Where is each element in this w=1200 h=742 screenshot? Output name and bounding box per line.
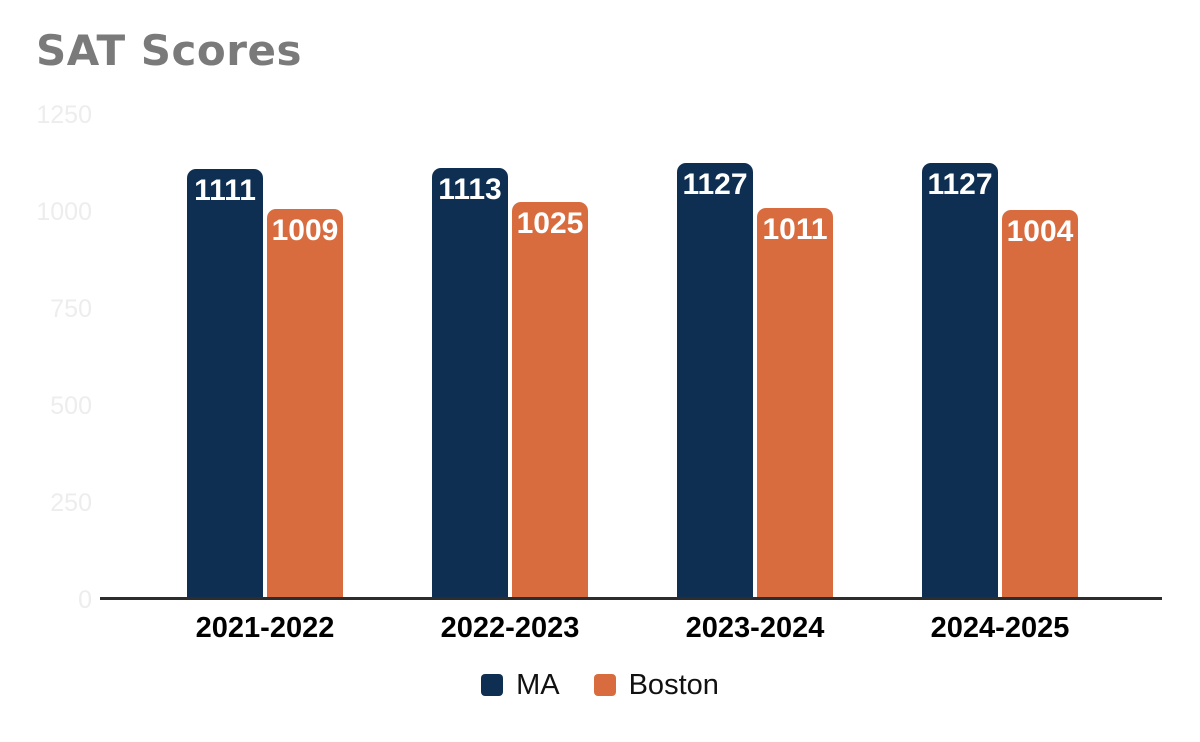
bar-value-label: 1009 — [271, 213, 339, 247]
bar-value-label: 1111 — [194, 173, 256, 207]
legend-label: MA — [516, 668, 560, 701]
legend-item-ma[interactable]: MA — [481, 669, 560, 702]
bar-value-label: 1004 — [1006, 215, 1074, 249]
legend-swatch — [481, 674, 504, 696]
bar-boston-2021-2022[interactable]: 1009 — [267, 208, 343, 600]
legend-item-boston[interactable]: Boston — [593, 668, 719, 702]
legend: MA Boston — [0, 665, 1200, 705]
y-axis-tick-label: 0 — [78, 586, 92, 614]
bar-value-label: 1011 — [762, 212, 828, 246]
y-axis-tick-label: 750 — [50, 295, 92, 323]
bar-ma-2022-2023[interactable]: 1113 — [432, 168, 508, 600]
bar-value-label: 1113 — [438, 173, 502, 207]
legend-label: Boston — [628, 668, 719, 701]
bar-ma-2024-2025[interactable]: 1127 — [922, 162, 998, 600]
x-axis-line — [100, 597, 1162, 600]
bar-value-label: 1127 — [927, 167, 993, 201]
chart-title: SAT Scores — [36, 26, 302, 75]
bar-boston-2023-2024[interactable]: 1011 — [757, 207, 833, 600]
bar-value-label: 1127 — [682, 167, 748, 201]
x-axis-label: 2021-2022 — [195, 612, 335, 644]
y-axis-tick-label: 1250 — [36, 101, 92, 129]
bar-value-label: 1025 — [516, 207, 584, 241]
bar-boston-2022-2023[interactable]: 1025 — [512, 202, 588, 600]
y-axis-tick-label: 250 — [50, 489, 92, 517]
bar-ma-2023-2024[interactable]: 1127 — [677, 162, 753, 600]
y-axis-tick-label: 1000 — [36, 198, 92, 226]
x-axis-label: 2023-2024 — [685, 612, 825, 644]
bar-ma-2021-2022[interactable]: 1111 — [187, 168, 263, 600]
bar-boston-2024-2025[interactable]: 1004 — [1002, 210, 1078, 600]
x-axis-label: 2022-2023 — [440, 612, 580, 644]
x-axis-label: 2024-2025 — [930, 612, 1070, 644]
y-axis-tick-label: 500 — [50, 392, 92, 420]
legend-swatch — [593, 674, 616, 696]
